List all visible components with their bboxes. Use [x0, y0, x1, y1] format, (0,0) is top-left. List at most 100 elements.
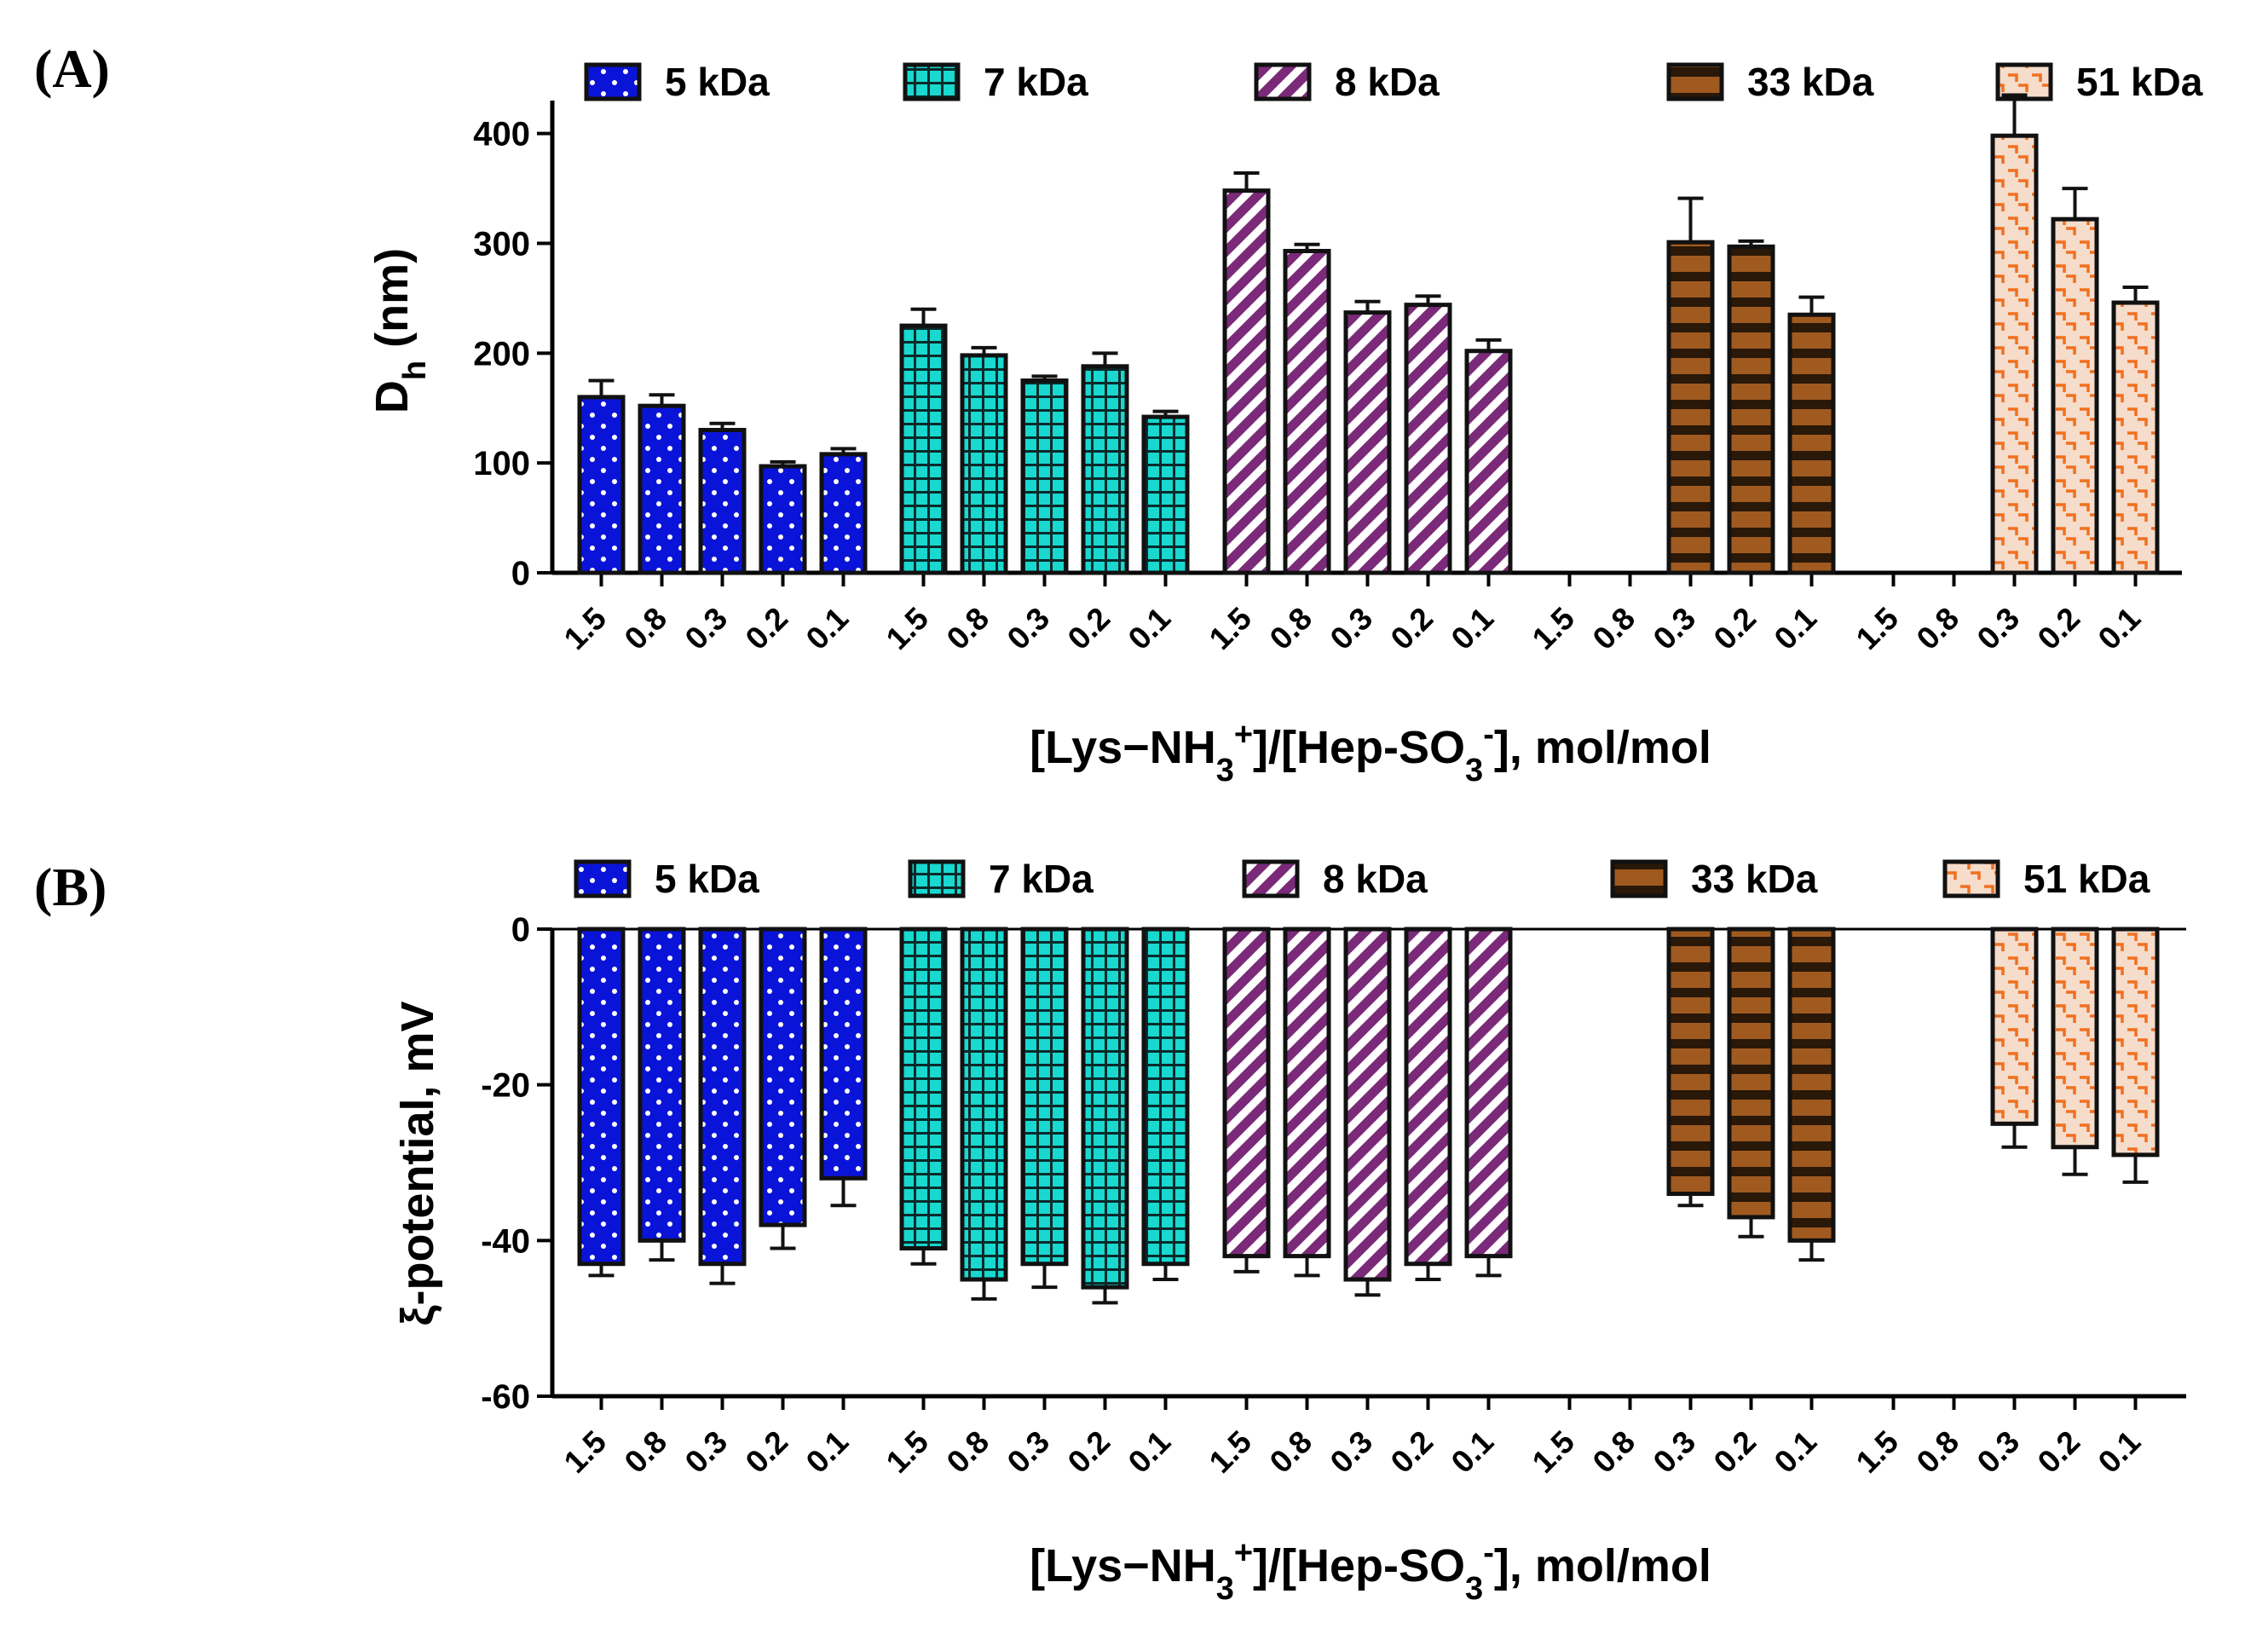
bar-5kda-0.1	[819, 452, 868, 575]
x-tick-label: 1.5	[880, 601, 935, 656]
bar-5kda-0.1	[819, 927, 868, 1181]
bar-7kda-0.2	[1081, 927, 1129, 1290]
bar-7kda-0.1	[1141, 414, 1190, 575]
x-tick-label: 0.3	[1647, 601, 1702, 656]
legend-swatch-51kda	[1942, 859, 2000, 898]
x-tick-label: 0.1	[2092, 601, 2147, 656]
panel-a: (A) 5 kDa 7 kDa 8 kDa 33 kDa 51 kDa 0 100 200 3…	[34, 38, 2203, 788]
x-tick-label: 0.3	[1001, 1424, 1056, 1480]
legend-a: 5 kDa 7 kDa 8 kDa 33 kDa 51 kDa	[584, 60, 2203, 104]
x-tick-label: 0.2	[1061, 1424, 1117, 1480]
legend-swatch-33kda	[1610, 859, 1668, 898]
bar-33kda-0.1	[1787, 927, 1836, 1243]
y-tick-label: 300	[473, 225, 530, 263]
x-tick-label: 0.3	[1324, 601, 1379, 656]
bar-33kda-0.2	[1727, 244, 1775, 575]
legend-label: 7 kDa	[989, 857, 1094, 901]
bar-5kda-1.5	[577, 927, 626, 1267]
bar-8kda-0.1	[1464, 349, 1513, 575]
bar-33kda-0.2	[1727, 927, 1775, 1220]
x-tick-label: 1.5	[1203, 601, 1258, 656]
x-tick-label: 0.8	[1910, 1424, 1965, 1480]
y-tick-label: -20	[481, 1067, 530, 1105]
x-tick-label: 0.8	[618, 1424, 673, 1480]
legend-swatch-7kda	[903, 62, 961, 101]
x-tick-label: 0.2	[739, 601, 794, 656]
x-tick-label: 0.8	[1910, 601, 1965, 656]
bar-51kda-0.3	[1990, 927, 2039, 1126]
x-tick-label: 0.2	[1061, 601, 1117, 656]
x-tick-label: 0.2	[2031, 1424, 2086, 1480]
x-tick-label: 0.3	[678, 601, 734, 656]
bar-7kda-0.3	[1020, 927, 1069, 1267]
y-axis-title-a: Dh (nm)	[366, 248, 433, 413]
x-tick-label: 0.1	[1445, 601, 1500, 656]
x-tick-label: 0.1	[799, 601, 855, 656]
legend-label: 7 kDa	[984, 60, 1088, 104]
x-tick-label: 1.5	[557, 1424, 613, 1480]
legend-label: 8 kDa	[1335, 60, 1440, 104]
bar-5kda-0.8	[638, 927, 686, 1243]
x-tick-label: 0.1	[1768, 1424, 1823, 1480]
x-tick-label: 0.2	[739, 1424, 794, 1480]
legend-swatch-7kda	[908, 859, 966, 898]
legend-label: 33 kDa	[1691, 857, 1818, 901]
x-tick-label: 1.5	[1526, 601, 1581, 656]
x-tick-label: 0.2	[1707, 1424, 1763, 1480]
bar-33kda-0.1	[1787, 312, 1836, 575]
bar-5kda-0.3	[698, 927, 747, 1267]
plot-b: 0-20-40-601.5 0.8 0.3 0.2 0.1 1.5 0.8 0.3 0.2 0.1…	[481, 911, 2186, 1480]
x-tick-label: 1.5	[1850, 601, 1905, 656]
bar-7kda-1.5	[899, 323, 948, 575]
bar-51kda-0.1	[2111, 927, 2160, 1158]
x-tick-label: 0.1	[1768, 601, 1823, 656]
bar-8kda-0.8	[1283, 927, 1331, 1259]
x-tick-label: 0.8	[1586, 601, 1642, 656]
bar-5kda-0.3	[698, 428, 747, 575]
legend-label: 8 kDa	[1323, 857, 1428, 901]
y-tick-label: 100	[473, 445, 530, 482]
bar-7kda-0.2	[1081, 364, 1129, 575]
bar-8kda-1.5	[1222, 188, 1271, 575]
bar-8kda-1.5	[1222, 927, 1271, 1259]
bar-8kda-0.3	[1343, 310, 1392, 575]
x-tick-label: 0.1	[1122, 1424, 1177, 1480]
y-tick-label: -40	[481, 1222, 530, 1260]
legend-label: 51 kDa	[2076, 60, 2203, 104]
y-tick-label: -60	[481, 1378, 530, 1416]
x-tick-label: 1.5	[557, 601, 613, 656]
x-tick-label: 0.8	[940, 601, 995, 656]
x-tick-label: 0.3	[678, 1424, 734, 1480]
x-tick-label: 0.8	[1586, 1424, 1642, 1480]
bar-8kda-0.2	[1404, 927, 1452, 1267]
legend-swatch-8kda	[1242, 859, 1300, 898]
x-tick-label: 0.8	[618, 601, 673, 656]
legend-label: 5 kDa	[665, 60, 770, 104]
x-tick-label: 1.5	[1526, 1424, 1581, 1480]
legend-swatch-5kda	[584, 62, 642, 101]
legend-swatch-33kda	[1666, 62, 1724, 101]
x-axis-title-b: [Lys−NH3+]/[Hep-SO3-], mol/mol	[1030, 1535, 1711, 1607]
legend-label: 51 kDa	[2023, 857, 2150, 901]
bar-5kda-1.5	[577, 395, 626, 575]
x-tick-label: 0.1	[1445, 1424, 1500, 1480]
x-tick-label: 0.1	[799, 1424, 855, 1480]
x-tick-label: 1.5	[1850, 1424, 1905, 1480]
panel-a-label: (A)	[34, 38, 110, 99]
x-tick-label: 0.3	[1001, 601, 1056, 656]
bar-7kda-0.8	[960, 353, 1008, 575]
legend-label: 33 kDa	[1747, 60, 1874, 104]
bar-51kda-0.2	[2051, 927, 2099, 1150]
bar-8kda-0.1	[1464, 927, 1513, 1259]
bar-5kda-0.2	[759, 927, 807, 1227]
x-tick-label: 0.3	[1971, 1424, 2026, 1480]
x-tick-label: 0.3	[1971, 601, 2026, 656]
bar-33kda-0.3	[1666, 927, 1715, 1197]
panel-b: (B) 5 kDa 7 kDa 8 kDa 33 kDa 51 kDa 0 -20 -40 -…	[34, 857, 2186, 1607]
x-tick-label: 0.2	[1384, 601, 1440, 656]
legend-swatch-8kda	[1254, 62, 1312, 101]
x-tick-label: 0.1	[2092, 1424, 2147, 1480]
x-tick-label: 0.1	[1122, 601, 1177, 656]
